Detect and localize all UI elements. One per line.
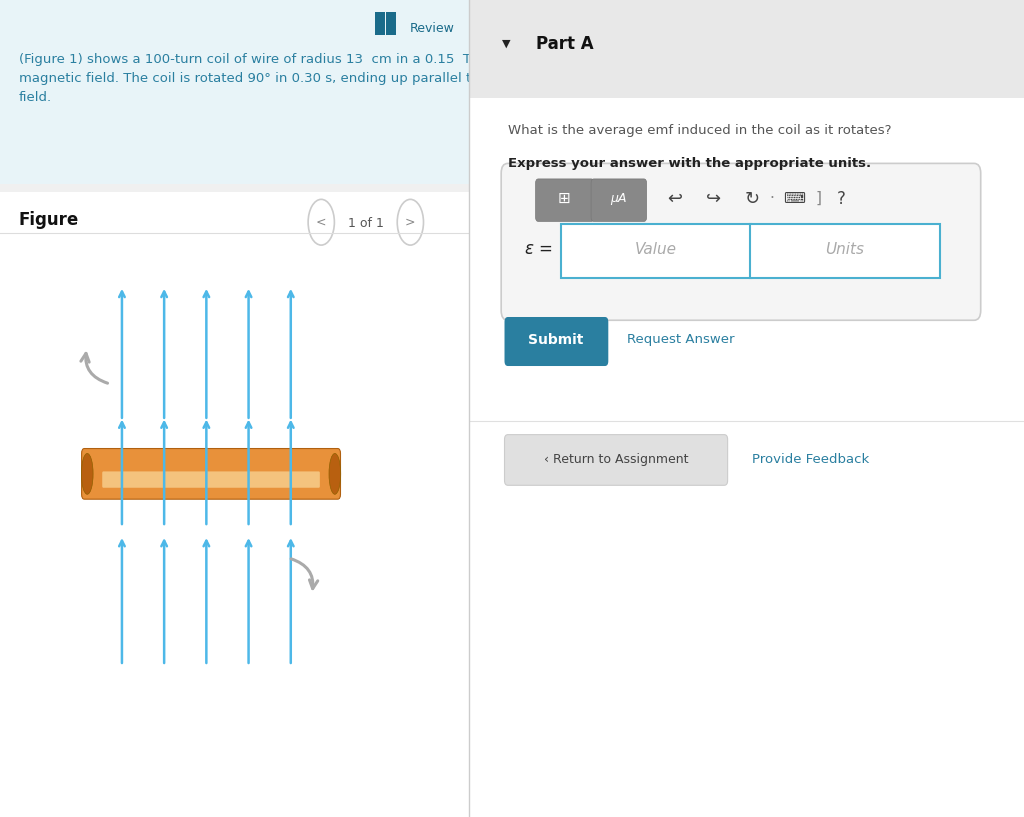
- Text: Express your answer with the appropriate units.: Express your answer with the appropriate…: [508, 157, 871, 170]
- FancyBboxPatch shape: [0, 0, 469, 184]
- Text: ↪: ↪: [706, 190, 721, 208]
- FancyBboxPatch shape: [536, 179, 594, 221]
- FancyBboxPatch shape: [505, 435, 728, 485]
- Text: ↻: ↻: [744, 190, 760, 208]
- Text: 1 of 1: 1 of 1: [348, 217, 384, 230]
- FancyBboxPatch shape: [375, 12, 385, 35]
- Text: ⌨: ⌨: [782, 191, 805, 206]
- Ellipse shape: [329, 453, 341, 494]
- Text: Submit: Submit: [528, 333, 584, 347]
- FancyBboxPatch shape: [561, 224, 752, 278]
- FancyBboxPatch shape: [82, 449, 341, 499]
- Text: Provide Feedback: Provide Feedback: [752, 453, 869, 466]
- Text: Figure: Figure: [18, 211, 79, 229]
- FancyBboxPatch shape: [469, 0, 1024, 98]
- Text: ]: ]: [816, 191, 821, 206]
- Text: ▼: ▼: [503, 39, 511, 49]
- FancyBboxPatch shape: [501, 163, 981, 320]
- FancyBboxPatch shape: [385, 12, 396, 35]
- Text: Value: Value: [635, 242, 677, 257]
- Text: ↩: ↩: [667, 190, 682, 208]
- Text: What is the average emf induced in the coil as it rotates?: What is the average emf induced in the c…: [508, 124, 891, 137]
- FancyBboxPatch shape: [505, 317, 608, 366]
- FancyBboxPatch shape: [102, 471, 319, 488]
- Ellipse shape: [81, 453, 93, 494]
- FancyBboxPatch shape: [0, 192, 469, 817]
- Text: ‹ Return to Assignment: ‹ Return to Assignment: [544, 453, 688, 466]
- Text: ⊞: ⊞: [558, 191, 570, 206]
- Text: Request Answer: Request Answer: [627, 333, 734, 346]
- Text: >: >: [406, 216, 416, 229]
- Text: Part A: Part A: [536, 35, 593, 53]
- Text: μA: μA: [610, 192, 627, 205]
- FancyBboxPatch shape: [591, 179, 646, 221]
- Text: (Figure 1) shows a 100-turn coil of wire of radius 13  cm in a 0.15  T
magnetic : (Figure 1) shows a 100-turn coil of wire…: [18, 53, 506, 104]
- Text: Review: Review: [410, 22, 455, 35]
- FancyBboxPatch shape: [750, 224, 940, 278]
- Text: <: <: [316, 216, 327, 229]
- Text: $\varepsilon$ =: $\varepsilon$ =: [524, 240, 553, 258]
- FancyBboxPatch shape: [469, 98, 1024, 817]
- Text: ?: ?: [837, 190, 845, 208]
- Text: Units: Units: [825, 242, 864, 257]
- Text: ·: ·: [769, 191, 774, 206]
